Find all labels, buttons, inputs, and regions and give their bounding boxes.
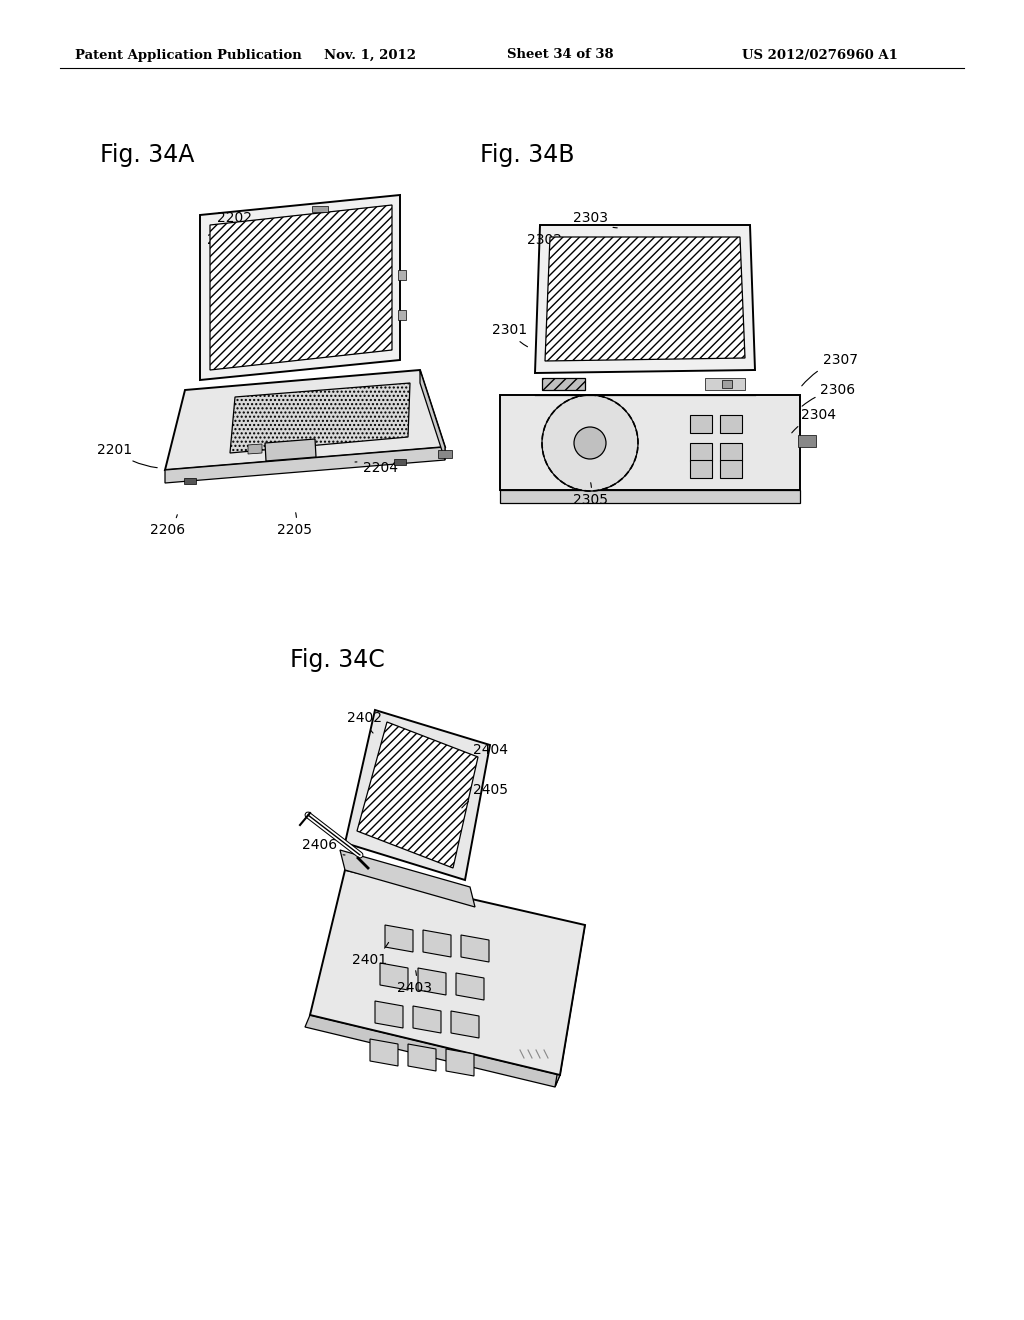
Polygon shape — [535, 224, 755, 374]
Bar — [312, 206, 328, 213]
Bar — [398, 310, 406, 319]
Polygon shape — [375, 1001, 403, 1028]
Bar — [394, 459, 406, 465]
Polygon shape — [340, 850, 475, 907]
Text: 2401: 2401 — [352, 942, 389, 968]
Polygon shape — [210, 205, 392, 370]
Polygon shape — [380, 964, 408, 990]
Bar — [690, 459, 712, 478]
Polygon shape — [423, 931, 451, 957]
Text: 2201: 2201 — [97, 444, 158, 467]
Polygon shape — [230, 383, 410, 453]
Polygon shape — [451, 1011, 479, 1038]
Text: Nov. 1, 2012: Nov. 1, 2012 — [324, 49, 416, 62]
Polygon shape — [456, 973, 484, 1001]
Polygon shape — [385, 925, 413, 952]
Text: 2303: 2303 — [572, 211, 617, 228]
Polygon shape — [461, 935, 489, 962]
Bar — [705, 378, 745, 389]
Polygon shape — [265, 440, 316, 461]
Polygon shape — [165, 370, 445, 470]
Polygon shape — [305, 1015, 560, 1086]
Polygon shape — [500, 490, 800, 503]
Bar — [798, 436, 816, 447]
Polygon shape — [555, 925, 585, 1086]
Text: Fig. 34C: Fig. 34C — [290, 648, 385, 672]
Text: Fig. 34B: Fig. 34B — [480, 143, 574, 168]
Text: 2202: 2202 — [217, 211, 267, 226]
Text: 2301: 2301 — [493, 323, 527, 347]
Polygon shape — [542, 378, 585, 389]
Bar — [720, 414, 742, 433]
Polygon shape — [200, 195, 400, 380]
Bar — [722, 380, 732, 388]
Text: 2302: 2302 — [527, 234, 567, 255]
Text: 2306: 2306 — [802, 383, 856, 407]
Polygon shape — [420, 370, 445, 459]
Polygon shape — [413, 1006, 441, 1034]
Circle shape — [542, 395, 638, 491]
Text: 2406: 2406 — [302, 838, 345, 855]
Polygon shape — [545, 238, 745, 360]
Polygon shape — [408, 1044, 436, 1071]
Polygon shape — [345, 710, 490, 880]
Text: 2206: 2206 — [151, 515, 185, 537]
Text: 2305: 2305 — [572, 483, 607, 507]
Text: 2404: 2404 — [470, 743, 508, 763]
Polygon shape — [165, 447, 445, 483]
Polygon shape — [446, 1049, 474, 1076]
Bar — [720, 444, 742, 461]
Bar — [184, 478, 196, 484]
Text: 2304: 2304 — [792, 408, 836, 433]
Circle shape — [574, 426, 606, 459]
Bar — [398, 271, 406, 280]
Text: US 2012/0276960 A1: US 2012/0276960 A1 — [742, 49, 898, 62]
Text: 2405: 2405 — [462, 783, 508, 808]
Bar — [690, 414, 712, 433]
Polygon shape — [310, 870, 585, 1074]
Bar — [438, 450, 452, 458]
Polygon shape — [248, 444, 262, 454]
Text: 2205: 2205 — [278, 512, 312, 537]
Text: 2204: 2204 — [355, 461, 397, 475]
Polygon shape — [370, 1039, 398, 1067]
Bar — [720, 459, 742, 478]
Polygon shape — [500, 395, 800, 490]
Bar — [690, 444, 712, 461]
Text: Patent Application Publication: Patent Application Publication — [75, 49, 302, 62]
Polygon shape — [418, 968, 446, 995]
Text: Fig. 34A: Fig. 34A — [100, 143, 195, 168]
Text: 2403: 2403 — [397, 970, 432, 995]
Text: 2307: 2307 — [802, 352, 857, 385]
Text: 2203: 2203 — [208, 234, 257, 248]
Text: 2402: 2402 — [347, 711, 383, 733]
Text: Sheet 34 of 38: Sheet 34 of 38 — [507, 49, 613, 62]
Polygon shape — [357, 722, 478, 869]
